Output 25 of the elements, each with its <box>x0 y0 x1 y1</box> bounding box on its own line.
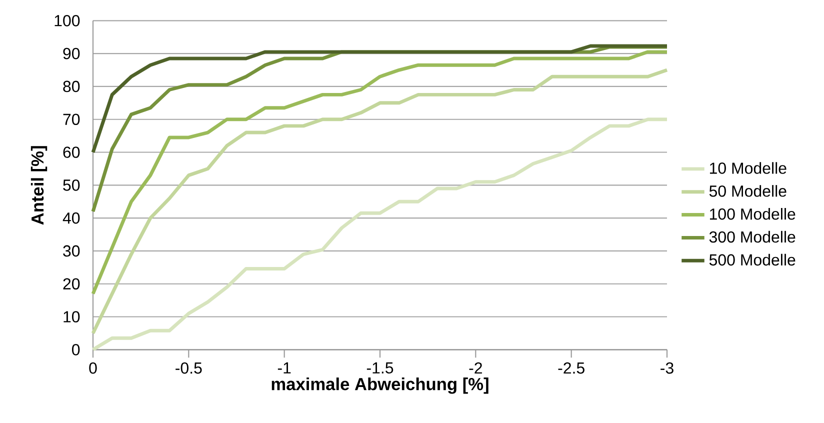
x-tick-label: -3 <box>660 362 674 374</box>
x-tick-label: -2.5 <box>558 362 584 374</box>
y-tick-label: 80 <box>63 80 80 92</box>
y-axis-title: Anteil [%] <box>30 146 48 225</box>
y-tick-label: 60 <box>63 146 80 158</box>
legend-label: 50 Modelle <box>709 185 786 197</box>
x-tick-label: -0.5 <box>176 362 202 374</box>
y-tick-label: 40 <box>62 212 80 224</box>
x-axis-title: maximale Abweichung [%] <box>272 378 488 394</box>
y-tick-label: 20 <box>63 278 80 290</box>
y-tick-label: 50 <box>63 180 80 191</box>
x-tick-label: -2 <box>469 362 482 374</box>
legend-label: 100 Modelle <box>710 208 796 220</box>
y-tick-label: 100 <box>54 15 80 26</box>
x-tick-label: -1 <box>278 362 291 374</box>
y-tick-label: 70 <box>63 114 80 126</box>
y-tick-label: 30 <box>63 245 80 257</box>
legend-label: 300 Modelle <box>709 231 796 243</box>
x-tick-label: 0 <box>89 362 97 374</box>
x-tick-label: -1.5 <box>366 362 394 374</box>
y-tick-label: 0 <box>72 344 80 356</box>
legend-label: 10 Modelle <box>710 162 786 174</box>
y-tick-label: 90 <box>63 48 80 60</box>
legend-label: 500 Modelle <box>709 254 796 266</box>
y-tick-label: 10 <box>64 311 80 323</box>
